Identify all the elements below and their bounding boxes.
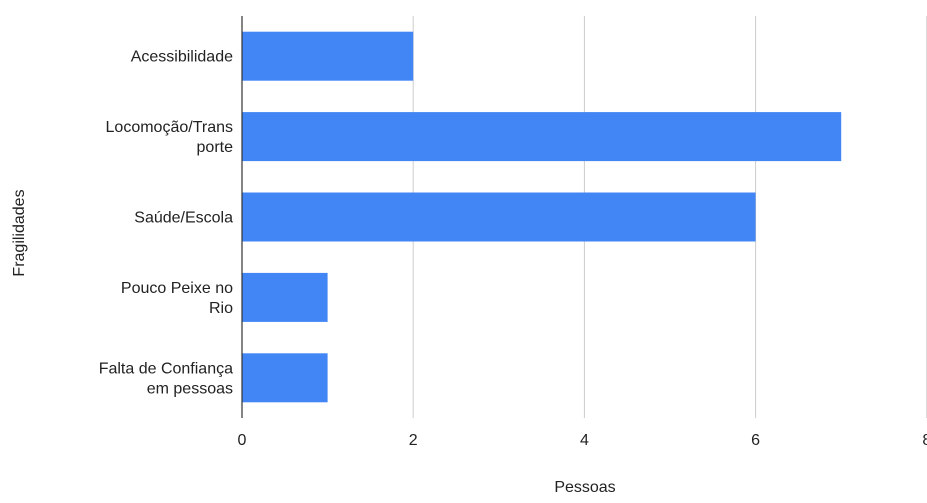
category-label: Falta de Confiança em pessoas — [99, 360, 233, 397]
x-axis-title: Pessoas — [554, 479, 615, 496]
bar — [242, 272, 328, 322]
x-tick-label: 6 — [751, 432, 760, 449]
x-tick-label: 2 — [409, 432, 418, 449]
labels: 0 2 4 6 8 Acessibilidade Locomoção/Trans porte S… — [99, 49, 927, 449]
bars — [242, 31, 842, 403]
bar — [242, 192, 756, 242]
category-label: Pouco Peixe no Rio — [121, 280, 233, 317]
bar — [242, 353, 328, 403]
x-tick-label: 0 — [238, 432, 247, 449]
bar — [242, 31, 414, 81]
category-label: Locomoção/Trans porte — [106, 119, 234, 156]
category-label: Acessibilidade — [131, 49, 233, 66]
x-tick-label: 8 — [922, 432, 927, 449]
x-tick-label: 4 — [580, 432, 589, 449]
y-axis-title: Fragilidades — [11, 189, 28, 276]
category-label: Saúde/Escola — [134, 210, 233, 227]
bar — [242, 112, 842, 162]
